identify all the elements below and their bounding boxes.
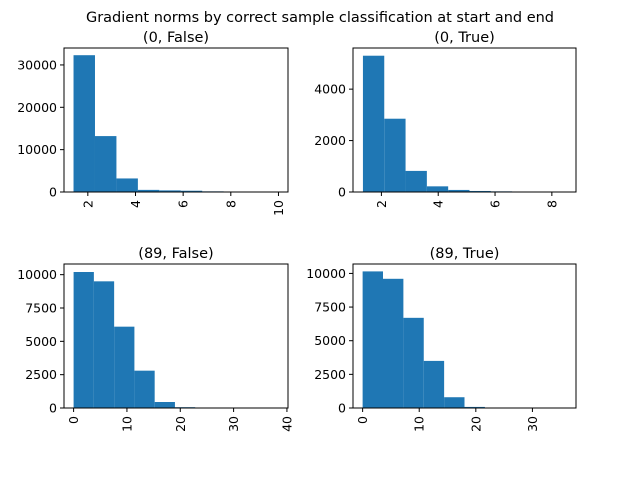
axes-frame (352, 263, 577, 409)
histogram-bar (448, 189, 470, 192)
y-tick-label: 4000 (314, 82, 346, 97)
histogram-bar (444, 397, 465, 408)
y-tick-label: 20000 (17, 100, 57, 115)
subplot-title: (0, True) (434, 30, 495, 46)
y-tick-label: 2000 (314, 133, 346, 148)
histogram-bar (383, 278, 404, 408)
x-tick-label: 0 (355, 416, 370, 424)
histogram-bar (114, 326, 135, 408)
histogram-bar (159, 190, 181, 192)
x-tick-label: 40 (279, 416, 294, 432)
x-tick-label: 10 (412, 416, 427, 432)
histogram-bar (384, 118, 406, 192)
y-tick-label: 30000 (17, 57, 57, 72)
subplot-title: (0, False) (143, 30, 209, 46)
x-tick-label: 30 (226, 416, 241, 432)
histogram-bar (134, 370, 155, 408)
x-tick-label: 8 (223, 200, 238, 208)
subplot-0-false: (0, False) 0 10000 20000 30000 2 4 6 8 10 (17, 30, 289, 216)
subplot-89-false: (89, False) 0 2500 5000 7500 10000 0 10 20 30 40 (17, 246, 294, 432)
subplot-title: (89, True) (430, 246, 500, 262)
subplot-89-true: (89, True) 0 2500 5000 7500 10000 0 10 20 30 (306, 246, 577, 432)
histogram-bar (180, 190, 203, 192)
y-tick-label: 2500 (25, 367, 57, 382)
histogram-bar (362, 55, 385, 193)
y-tick-label: 5000 (25, 334, 57, 349)
x-tick-label: 4 (431, 200, 446, 208)
axes-frame (63, 263, 289, 409)
x-tick-label: 30 (525, 416, 540, 432)
y-tick-label: 10000 (17, 267, 57, 282)
x-tick-label: 20 (173, 416, 188, 432)
y-tick-label: 0 (49, 401, 57, 416)
x-tick-label: 6 (176, 200, 191, 208)
histogram-bar (464, 406, 485, 408)
y-tick-label: 10000 (306, 266, 346, 281)
axes-frame (63, 47, 289, 193)
subplot-0-true: (0, True) 0 2000 4000 2 4 6 8 (314, 30, 577, 208)
y-tick-label: 0 (338, 401, 346, 416)
histogram-bar (426, 186, 449, 192)
histogram-bar (137, 189, 160, 192)
histogram-bar (469, 190, 491, 192)
x-tick-label: 2 (80, 200, 95, 208)
x-tick-label: 6 (488, 200, 503, 208)
x-tick-label: 10 (271, 200, 286, 216)
subplot-title: (89, False) (138, 246, 213, 262)
histogram-bar (116, 178, 138, 192)
x-tick-label: 2 (374, 200, 389, 208)
histogram-bar (73, 272, 94, 408)
histogram-bar (73, 55, 95, 193)
histogram-bar (423, 360, 445, 408)
y-tick-label: 10000 (17, 142, 57, 157)
x-tick-label: 10 (119, 416, 134, 432)
y-tick-label: 2500 (314, 367, 346, 382)
y-tick-label: 7500 (25, 301, 57, 316)
x-tick-label: 0 (66, 416, 81, 424)
figure-suptitle: Gradient norms by correct sample classif… (86, 10, 554, 26)
histogram-bar (154, 402, 175, 408)
histogram-bar (405, 170, 427, 192)
x-tick-label: 8 (544, 200, 559, 208)
x-tick-label: 20 (468, 416, 483, 432)
histogram-bar (403, 317, 424, 408)
y-tick-label: 7500 (314, 300, 346, 315)
y-tick-label: 0 (338, 185, 346, 200)
histogram-bar (93, 281, 115, 408)
y-tick-label: 5000 (314, 333, 346, 348)
y-tick-label: 0 (49, 185, 57, 200)
x-tick-label: 4 (128, 200, 143, 208)
histogram-bar (94, 136, 117, 192)
axes-frame (352, 47, 577, 193)
histogram-bar (362, 271, 383, 408)
